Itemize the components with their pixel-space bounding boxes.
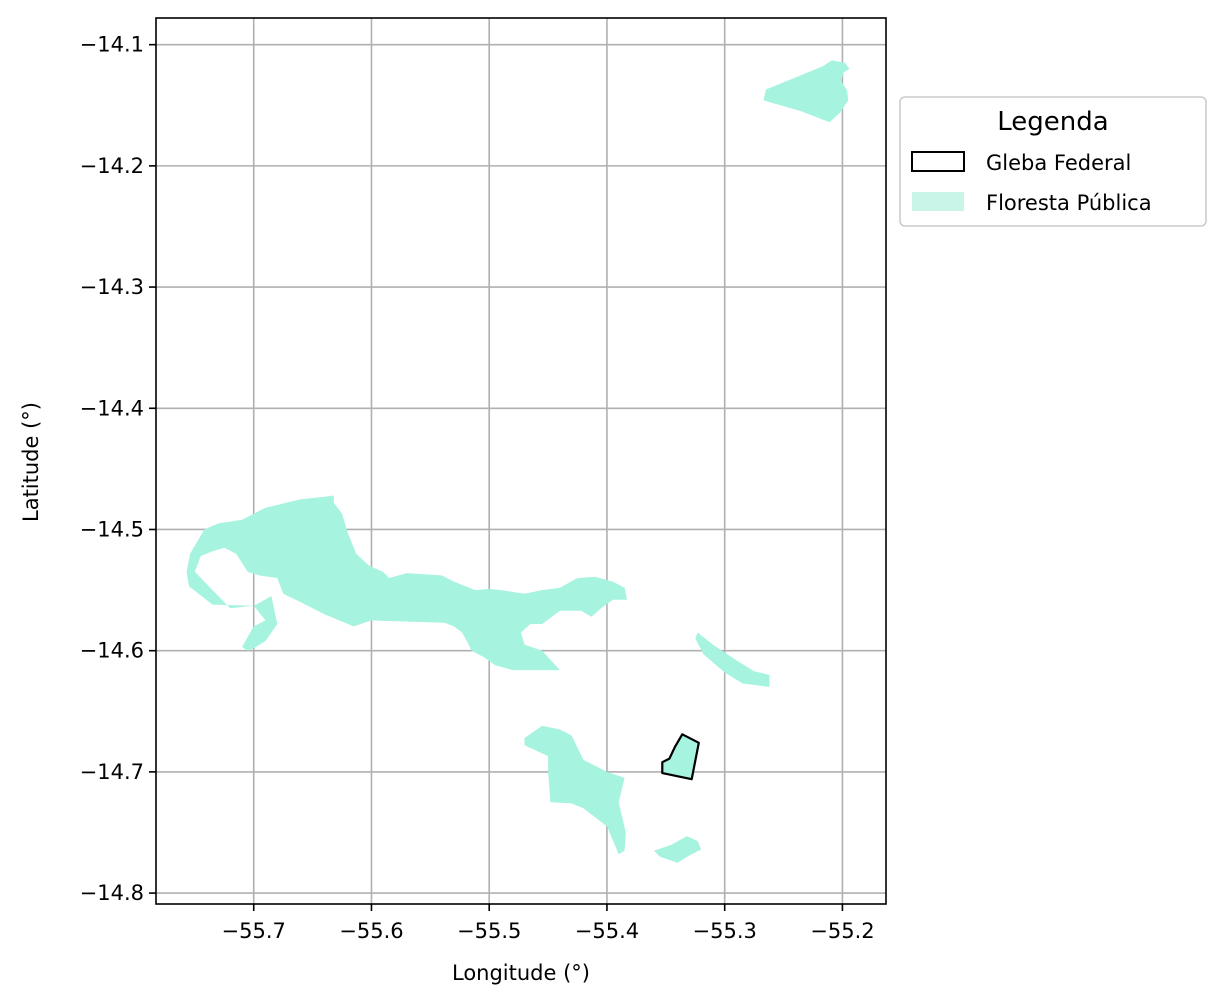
axis-ticks: −55.7 −55.6 −55.5 −55.4 −55.3 −55.2 −14.1 −14.2… xyxy=(80,33,875,943)
y-tick-label: −14.3 xyxy=(80,275,144,299)
y-tick-label: −14.6 xyxy=(80,639,144,663)
y-axis-label: Latitude (°) xyxy=(19,402,43,522)
y-tick-label: −14.5 xyxy=(80,517,144,541)
floresta-publica-polygon xyxy=(524,725,626,855)
y-tick-label: −14.4 xyxy=(80,396,144,420)
x-axis-label: Longitude (°) xyxy=(452,961,590,985)
legend-label-floresta-publica: Floresta Pública xyxy=(986,191,1152,215)
axes-frame xyxy=(155,17,887,905)
legend-box xyxy=(899,96,1207,227)
gleba-federal-polygon xyxy=(661,733,700,781)
legend-swatch-gleba-federal xyxy=(911,151,965,172)
legend-label-gleba-federal: Gleba Federal xyxy=(986,151,1131,175)
y-tick-label: −14.7 xyxy=(80,760,144,784)
legend: Legenda Gleba Federal Floresta Pública xyxy=(899,96,1207,227)
x-tick-label: −55.2 xyxy=(810,919,874,943)
x-tick-label: −55.5 xyxy=(457,919,521,943)
floresta-publica-polygon xyxy=(662,734,699,780)
legend-swatch-floresta-publica xyxy=(912,192,964,211)
x-tick-label: −55.7 xyxy=(222,919,286,943)
y-tick-label: −14.8 xyxy=(80,881,144,905)
grid-lines xyxy=(156,18,886,904)
floresta-publica-polygon xyxy=(695,632,770,687)
x-tick-label: −55.6 xyxy=(339,919,403,943)
floresta-publica-polygon xyxy=(763,60,850,123)
y-tick-label: −14.1 xyxy=(80,33,144,57)
floresta-publica-polygon xyxy=(654,836,702,863)
y-tick-label: −14.2 xyxy=(80,154,144,178)
floresta-publica-polygon xyxy=(186,495,627,671)
floresta-publica-layer xyxy=(186,60,850,863)
legend-title: Legenda xyxy=(997,107,1108,137)
gleba-federal-layer xyxy=(661,733,700,781)
x-tick-label: −55.3 xyxy=(693,919,757,943)
x-tick-label: −55.4 xyxy=(575,919,639,943)
